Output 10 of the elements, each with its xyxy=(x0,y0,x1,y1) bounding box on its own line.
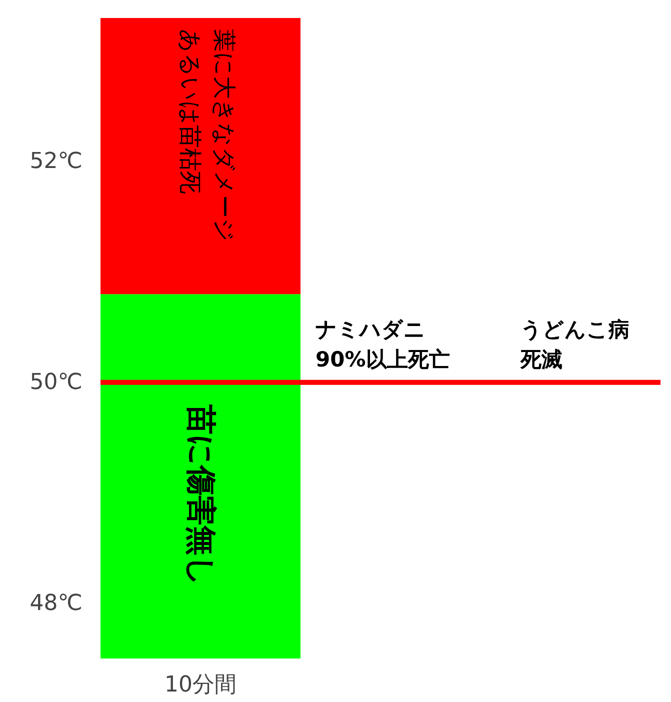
text: うどんこ病 xyxy=(520,318,630,342)
x-tick-label: 10分間 xyxy=(164,672,237,698)
y-tick-label: 52℃ xyxy=(30,149,82,174)
y-tick-label: 48℃ xyxy=(30,590,82,616)
series-label: 苗に傷害無し xyxy=(183,404,218,587)
text: 90%以上死亡 xyxy=(316,347,450,372)
series-label: 葉に大きなダメージあるいは苗枯死 xyxy=(176,29,236,242)
y-tick-label: 50℃ xyxy=(30,370,82,395)
text: ナミハダニ xyxy=(316,318,426,342)
text: 死滅 xyxy=(520,347,562,372)
